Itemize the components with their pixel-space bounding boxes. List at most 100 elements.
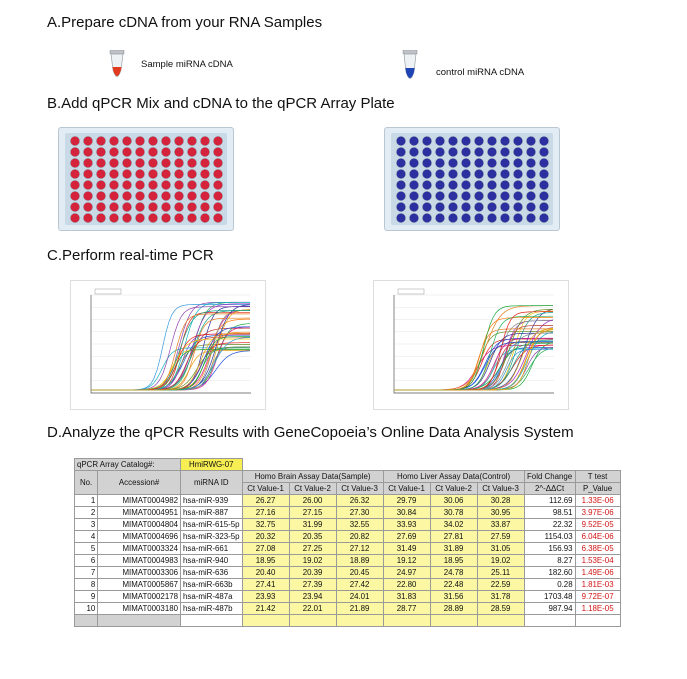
control-well	[396, 213, 406, 223]
control-well	[500, 136, 510, 146]
liver-ct3-cell: 31.78	[476, 590, 525, 603]
sample-well	[122, 213, 132, 223]
table-row: 9 MIMAT0002178 hsa-miR-487a 23.93 23.94 24.01…	[73, 590, 621, 603]
accession-cell: MIMAT0003306	[97, 566, 181, 579]
sample-well	[109, 169, 119, 179]
table-row-filler	[73, 614, 621, 627]
brain-ct3-cell: 20.82	[335, 530, 384, 543]
brain-ct1-cell: 20.40	[241, 566, 290, 579]
brain-ct2-cell: 20.39	[288, 566, 337, 579]
control-well	[396, 180, 406, 190]
brain-ct2-cell: 22.01	[288, 602, 337, 615]
control-well	[474, 191, 484, 201]
control-amplification-curve	[394, 328, 554, 391]
control-well	[487, 213, 497, 223]
catalog-value: HmiRWG-07	[180, 458, 243, 471]
table-row: 6 MIMAT0004983 hsa-miR-940 18.95 19.02 18.89 1…	[73, 554, 621, 567]
control-well	[461, 213, 471, 223]
sample-well	[122, 147, 132, 157]
fold-change-cell: 182.60	[523, 566, 576, 579]
liver-ct2-cell: 30.78	[429, 506, 478, 519]
sample-well	[161, 202, 171, 212]
sample-well	[200, 169, 210, 179]
sample-well	[96, 169, 106, 179]
liver-ct1-cell: 30.84	[382, 506, 431, 519]
control-tube-icon	[402, 50, 418, 79]
liver-ct1-cell: 33.93	[382, 518, 431, 531]
control-well	[500, 180, 510, 190]
control-well	[539, 180, 549, 190]
sample-well	[83, 202, 93, 212]
liver-ct1-cell: 31.83	[382, 590, 431, 603]
sample-well	[70, 202, 80, 212]
control-well	[448, 158, 458, 168]
accession-cell: MIMAT0002178	[97, 590, 181, 603]
control-well	[422, 169, 432, 179]
sample-well	[135, 147, 145, 157]
sample-well	[96, 180, 106, 190]
brain-ct2-cell: 26.00	[288, 494, 337, 507]
sample-well	[200, 180, 210, 190]
control-well	[422, 136, 432, 146]
control-amplification-curve	[394, 337, 553, 391]
brain-ct2-cell: 27.25	[288, 542, 337, 555]
sample-well	[174, 158, 184, 168]
control-amplification-curve	[394, 337, 553, 391]
brain-ct2-cell: 31.99	[288, 518, 337, 531]
fold-change-cell: 112.69	[523, 494, 576, 507]
liver-ct1-cell: 19.12	[382, 554, 431, 567]
sample-axes	[90, 295, 251, 394]
control-well	[409, 213, 419, 223]
control-well	[526, 213, 536, 223]
sample-well	[83, 169, 93, 179]
control-well	[513, 213, 523, 223]
fold-change-cell: 1703.48	[523, 590, 576, 603]
step-b-title: B.Add qPCR Mix and cDNA to the qPCR Arra…	[47, 95, 395, 112]
sample-legend-box	[94, 288, 122, 295]
control-well	[474, 180, 484, 190]
sample-well	[109, 158, 119, 168]
brain-ct1-cell: 27.41	[241, 578, 290, 591]
filler-cell	[288, 614, 337, 627]
control-well	[500, 158, 510, 168]
sample-well	[83, 158, 93, 168]
sample-well	[213, 213, 223, 223]
sample-well	[135, 213, 145, 223]
mirna-id-cell: hsa-miR-615-5p	[180, 518, 243, 531]
control-well	[448, 169, 458, 179]
control-well	[526, 180, 536, 190]
control-well	[461, 202, 471, 212]
row-no-cell: 5	[73, 542, 99, 555]
row-no-cell: 8	[73, 578, 99, 591]
sample-well	[122, 169, 132, 179]
control-plate-wells	[391, 133, 553, 225]
filler-cell	[73, 614, 99, 627]
liver-ct3-cell: 25.11	[476, 566, 525, 579]
p-value-cell: 1.49E-06	[574, 566, 621, 579]
control-well	[513, 191, 523, 201]
liver-ct3-cell: 27.59	[476, 530, 525, 543]
sample-well	[187, 147, 197, 157]
sample-well	[135, 158, 145, 168]
sample-well	[122, 180, 132, 190]
header-liver-ct1: Ct Value-1	[382, 482, 431, 495]
control-well	[448, 147, 458, 157]
sample-well	[187, 180, 197, 190]
filler-cell	[574, 614, 621, 627]
sample-well	[174, 213, 184, 223]
control-well	[539, 169, 549, 179]
accession-cell: MIMAT0004951	[97, 506, 181, 519]
control-well	[500, 147, 510, 157]
sample-well	[96, 191, 106, 201]
control-well	[422, 191, 432, 201]
sample-well	[174, 180, 184, 190]
brain-ct1-cell: 26.27	[241, 494, 290, 507]
control-well	[409, 191, 419, 201]
control-well	[461, 136, 471, 146]
brain-ct3-cell: 27.12	[335, 542, 384, 555]
liver-ct3-cell: 19.02	[476, 554, 525, 567]
liver-ct3-cell: 30.95	[476, 506, 525, 519]
sample-well	[109, 191, 119, 201]
table-row: 5 MIMAT0003324 hsa-miR-661 27.08 27.25 27.12 3…	[73, 542, 621, 555]
control-well	[448, 213, 458, 223]
